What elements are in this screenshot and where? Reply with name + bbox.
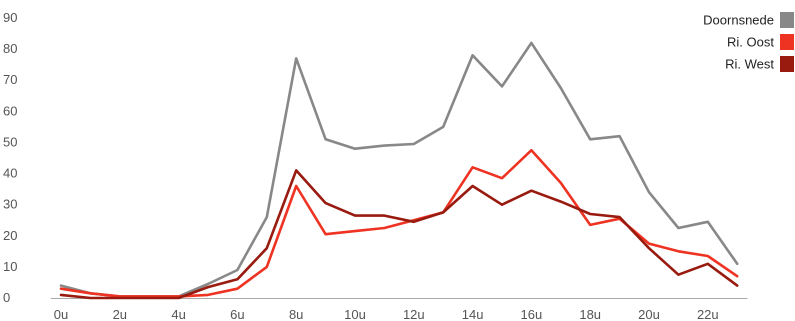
x-tick-label: 4u (171, 307, 185, 321)
y-axis: 0 10 20 30 40 50 60 70 80 90 (3, 10, 17, 305)
y-tick-label: 40 (3, 166, 17, 181)
series-line-ri-west (59, 169, 739, 300)
y-tick-label: 80 (3, 41, 17, 56)
y-tick-label: 10 (3, 259, 17, 274)
series-lines (59, 41, 739, 300)
y-tick-label: 50 (3, 134, 17, 149)
x-tick-label: 6u (230, 307, 244, 321)
x-tick-label: 8u (289, 307, 303, 321)
y-tick-label: 0 (3, 290, 10, 305)
x-tick-label: 14u (462, 307, 484, 321)
x-tick-label: 18u (579, 307, 601, 321)
x-axis: 0u 2u 4u 6u 8u 10u 12u 14u 16u 18u 20u 22u (50, 298, 748, 321)
y-tick-label: 70 (3, 72, 17, 87)
y-tick-label: 90 (3, 10, 17, 25)
y-tick-label: 20 (3, 228, 17, 243)
series-line-doornsnede (59, 41, 739, 298)
y-tick-label: 60 (3, 103, 17, 118)
legend-label-ri-oost: Ri. Oost (727, 35, 774, 50)
x-tick-label: 0u (54, 307, 68, 321)
legend: Doornsnede Ri. Oost Ri. West (703, 12, 794, 72)
legend-swatch-doornsnede (780, 12, 794, 28)
x-tick-label: 2u (113, 307, 127, 321)
legend-swatch-ri-oost (780, 34, 794, 50)
legend-label-ri-west: Ri. West (725, 57, 774, 72)
x-tick-label: 20u (638, 307, 660, 321)
legend-swatch-ri-west (780, 56, 794, 72)
series-line-ri-oost (59, 148, 739, 298)
legend-label-doornsnede: Doornsnede (703, 13, 774, 28)
x-tick-label: 12u (403, 307, 425, 321)
x-tick-label: 16u (521, 307, 543, 321)
x-tick-label: 22u (697, 307, 719, 321)
y-tick-label: 30 (3, 197, 17, 212)
x-tick-label: 10u (344, 307, 366, 321)
